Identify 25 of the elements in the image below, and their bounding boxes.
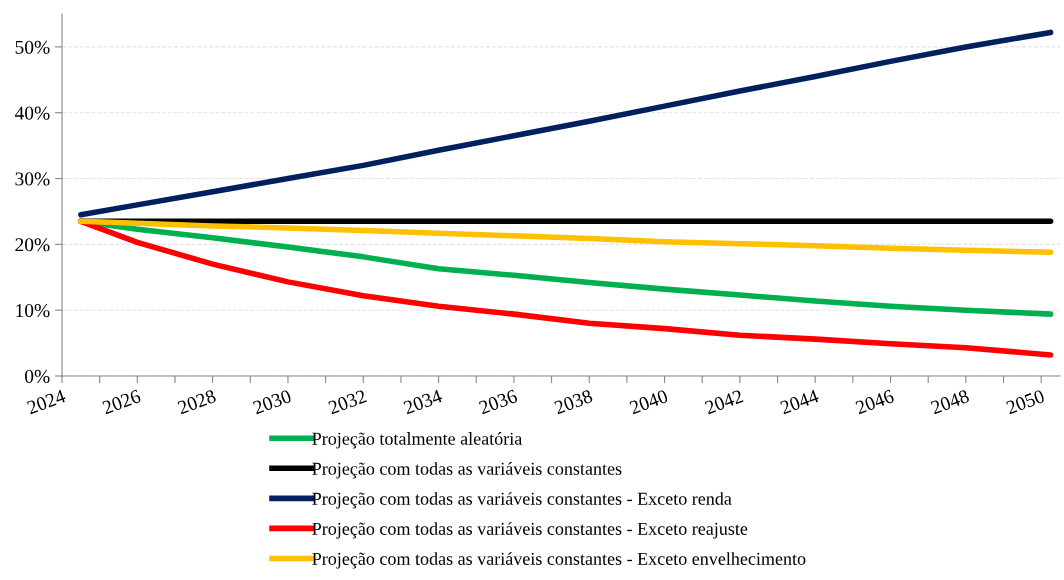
legend-label: Projeção totalmente aleatória [312, 432, 523, 449]
y-tick-label: 0% [25, 369, 50, 383]
x-tick-label: 2044 [779, 389, 820, 415]
x-tick-label: 2034 [403, 389, 443, 415]
y-tick-label: 50% [15, 40, 50, 54]
x-tick-label: 2036 [478, 389, 519, 415]
x-tick-label: 2040 [629, 389, 669, 415]
x-tick-label: 2050 [1005, 389, 1046, 415]
x-tick-label: 2046 [854, 389, 895, 415]
x-tick-label: 2030 [252, 389, 292, 415]
legend-label: Projeção com todas as variáveis constantes - Exceto envelhecimento [312, 552, 806, 569]
legend-label: Projeção com todas as variáveis constantes - Exceto reajuste [312, 522, 748, 539]
legend-label: Projeção com todas as variáveis constantes [312, 462, 622, 479]
legend-label: Projeção com todas as variáveis constantes - Exceto renda [312, 492, 732, 509]
x-tick-label: 2026 [101, 389, 142, 415]
x-tick-label: 2028 [177, 389, 217, 415]
x-tick-label: 2024 [26, 389, 67, 415]
x-tick-label: 2032 [327, 389, 367, 415]
y-tick-label: 30% [15, 172, 50, 186]
x-tick-label: 2038 [553, 389, 594, 415]
y-tick-label: 20% [15, 238, 50, 252]
y-tick-label: 40% [14, 106, 50, 120]
y-tick-label: 10% [16, 304, 50, 318]
x-tick-label: 2048 [930, 389, 970, 415]
x-tick-label: 2042 [704, 389, 744, 415]
